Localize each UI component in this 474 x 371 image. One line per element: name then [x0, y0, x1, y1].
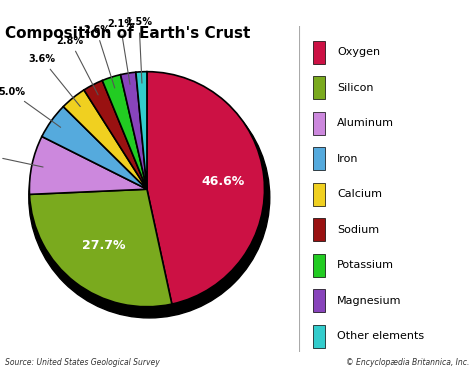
Wedge shape: [147, 72, 264, 304]
Text: 27.7%: 27.7%: [82, 239, 126, 252]
Text: Calcium: Calcium: [337, 189, 382, 199]
Wedge shape: [136, 72, 147, 189]
FancyBboxPatch shape: [313, 183, 325, 206]
Text: Sodium: Sodium: [337, 224, 379, 234]
Wedge shape: [29, 189, 172, 307]
Text: 2.6%: 2.6%: [83, 25, 115, 88]
Text: Aluminum: Aluminum: [337, 118, 394, 128]
Text: Composition of Earth's Crust: Composition of Earth's Crust: [5, 26, 250, 41]
Text: Silicon: Silicon: [337, 83, 374, 93]
Text: 1.5%: 1.5%: [126, 17, 153, 83]
FancyBboxPatch shape: [313, 112, 325, 135]
Text: Potassium: Potassium: [337, 260, 394, 270]
Text: © Encyclopædia Britannica, Inc.: © Encyclopædia Britannica, Inc.: [346, 358, 469, 367]
Text: Source: United States Geological Survey: Source: United States Geological Survey: [5, 358, 159, 367]
Text: Oxygen: Oxygen: [337, 47, 380, 57]
Wedge shape: [42, 106, 147, 189]
Wedge shape: [64, 90, 147, 189]
Text: 2.1%: 2.1%: [107, 19, 134, 84]
Wedge shape: [120, 72, 147, 189]
Ellipse shape: [29, 77, 270, 318]
Text: 3.6%: 3.6%: [28, 54, 80, 106]
FancyBboxPatch shape: [313, 218, 325, 241]
FancyBboxPatch shape: [313, 76, 325, 99]
FancyBboxPatch shape: [313, 254, 325, 276]
Text: 2.8%: 2.8%: [57, 36, 98, 95]
Text: 8.1%: 8.1%: [0, 150, 43, 167]
Text: 46.6%: 46.6%: [201, 175, 245, 188]
Text: Magnesium: Magnesium: [337, 296, 401, 306]
Text: Other elements: Other elements: [337, 331, 424, 341]
Wedge shape: [102, 75, 147, 189]
Wedge shape: [84, 81, 147, 189]
FancyBboxPatch shape: [313, 147, 325, 170]
Wedge shape: [29, 137, 147, 194]
FancyBboxPatch shape: [313, 41, 325, 63]
Text: Iron: Iron: [337, 154, 359, 164]
Text: 5.0%: 5.0%: [0, 87, 61, 127]
FancyBboxPatch shape: [313, 325, 325, 348]
FancyBboxPatch shape: [313, 289, 325, 312]
